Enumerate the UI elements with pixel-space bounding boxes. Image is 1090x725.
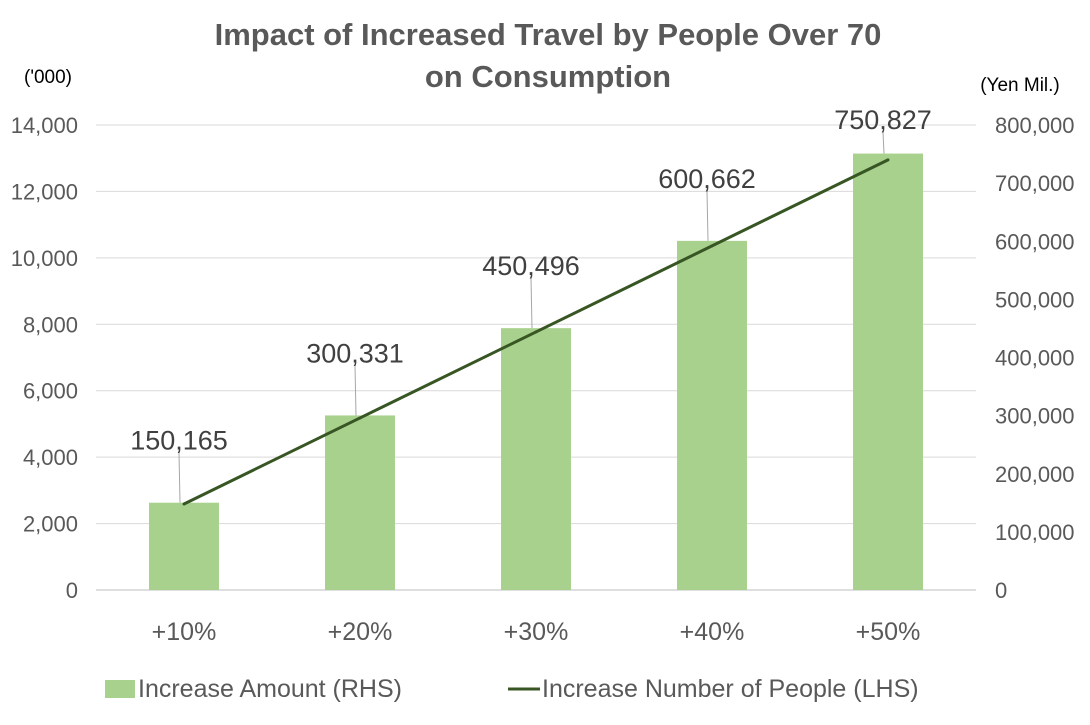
y-left-unit: ('000) [24,67,72,88]
y-left-tick-label: 2,000 [23,512,78,537]
y-right-tick-label: 100,000 [995,520,1075,545]
y-left-tick-label: 14,000 [11,113,78,138]
y-left-tick-label: 4,000 [23,445,78,470]
bar [677,240,747,590]
y-right-tick-label: 700,000 [995,171,1075,196]
legend-swatch-bar [105,680,135,698]
y-right-unit: (Yen Mil.) [980,75,1060,96]
legend-label-line: Increase Number of People (LHS) [542,675,919,703]
data-label-leader [706,190,709,241]
y-left-tick-label: 12,000 [11,179,78,204]
chart-title-line-2: on Consumption [425,59,671,94]
line-point [886,158,890,162]
y-right-tick-label: 200,000 [995,462,1075,487]
y-left-tick-label: 10,000 [11,246,78,271]
data-label: 600,662 [658,164,756,194]
y-left-tick-label: 6,000 [23,379,78,404]
line-point [534,330,538,334]
y-right-tick-label: 0 [995,578,1007,603]
x-tick-label: +40% [680,618,745,646]
y-right-tick-label: 400,000 [995,346,1075,371]
line-point [710,244,714,248]
bar [501,328,571,590]
bar [853,153,923,591]
y-left-tick-label: 8,000 [23,312,78,337]
legend: Increase Amount (RHS) Increase Number of… [105,675,919,703]
x-tick-label: +30% [504,618,569,646]
data-label: 300,331 [306,338,404,368]
data-label: 150,165 [130,426,228,456]
legend-label-bar: Increase Amount (RHS) [138,675,402,703]
x-tick-label: +20% [328,618,393,646]
data-label: 450,496 [482,251,580,281]
y-right-tick-label: 800,000 [995,113,1075,138]
y-right-tick-label: 600,000 [995,229,1075,254]
chart-title-line-1: Impact of Increased Travel by People Ove… [215,17,882,52]
data-label-leader [178,452,181,503]
data-label-leader [882,131,885,154]
y-right-tick-label: 300,000 [995,404,1075,429]
x-tick-label: +10% [152,618,217,646]
data-label: 750,827 [834,105,932,135]
x-tick-label: +50% [856,618,921,646]
line-point [358,416,362,420]
bar [149,502,219,590]
line-point [182,502,186,506]
bar [325,415,395,590]
y-right-tick-label: 500,000 [995,287,1075,312]
data-label-leader [354,365,357,416]
data-label-leader [530,278,533,329]
y-left-tick-label: 0 [66,578,78,603]
